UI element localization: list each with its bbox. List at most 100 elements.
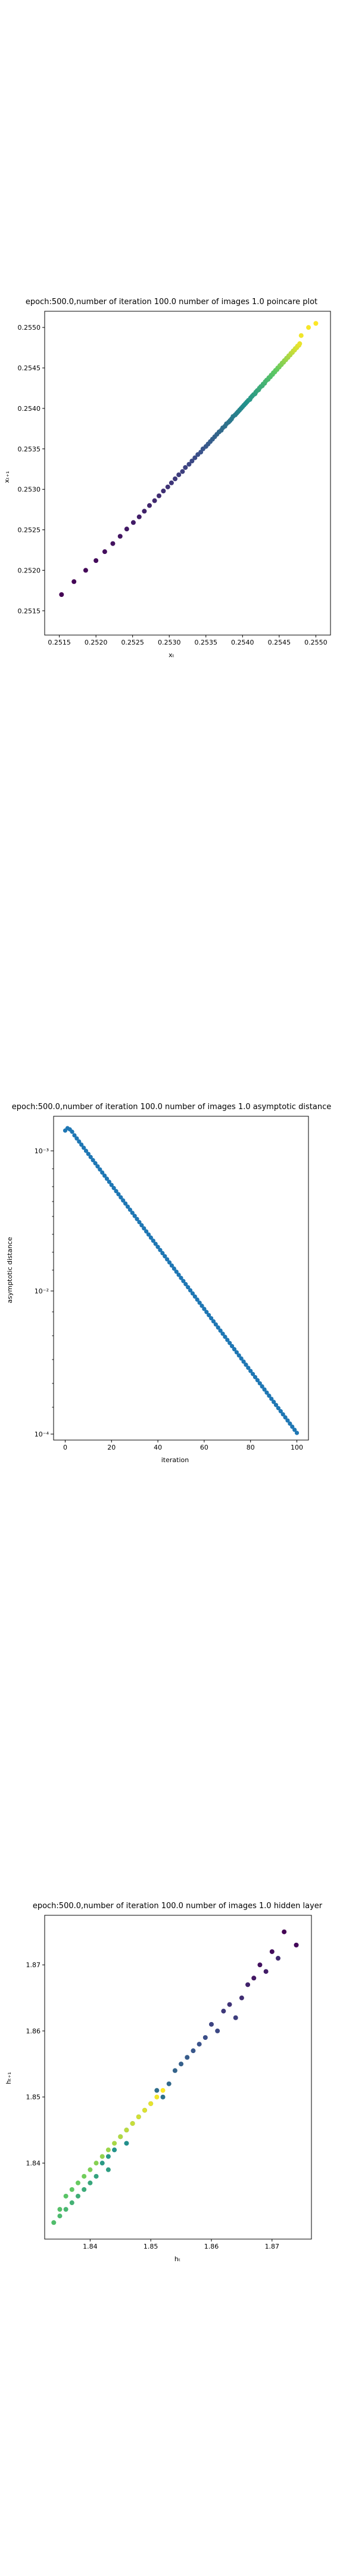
data-point xyxy=(91,1157,95,1163)
y-tick-label: 10⁻⁴ xyxy=(35,1431,49,1438)
data-point xyxy=(69,2200,74,2206)
data-point xyxy=(112,2141,117,2146)
data-point xyxy=(180,469,185,474)
x-tick-label: 1.86 xyxy=(204,2243,219,2250)
data-point xyxy=(272,1400,276,1404)
y-tick-label: 1.84 xyxy=(26,2160,41,2168)
data-point xyxy=(241,1359,246,1364)
data-point xyxy=(294,1431,300,1435)
data-point xyxy=(99,2154,105,2159)
data-point xyxy=(223,1335,227,1339)
data-point xyxy=(251,1976,257,1981)
data-point xyxy=(81,1145,86,1150)
data-point xyxy=(57,2207,63,2212)
data-point xyxy=(77,1139,82,1144)
data-point xyxy=(176,472,182,478)
x-tick-label: 0.2520 xyxy=(85,639,108,646)
data-point xyxy=(112,2147,117,2153)
data-point xyxy=(283,1415,288,1420)
data-point xyxy=(72,1133,77,1138)
data-point xyxy=(111,1185,116,1190)
data-point xyxy=(104,1176,110,1181)
x-tick-label: 0.2550 xyxy=(304,639,328,646)
chart-title: epoch:500.0,number of iteration 100.0 nu… xyxy=(12,1103,331,1111)
data-point xyxy=(51,2220,57,2225)
y-tick-label: 0.2520 xyxy=(18,566,41,574)
data-point xyxy=(202,1306,207,1311)
data-point xyxy=(100,1170,105,1175)
data-point xyxy=(119,1195,123,1200)
data-point xyxy=(146,1232,151,1237)
y-axis-label: xₜ₊₁ xyxy=(3,471,11,483)
x-tick-label: 0 xyxy=(63,1444,67,1451)
data-point xyxy=(63,2193,68,2199)
data-point xyxy=(83,1148,89,1153)
data-point xyxy=(147,503,152,508)
data-point xyxy=(173,476,178,482)
data-point xyxy=(245,1982,251,1987)
data-point xyxy=(69,2187,74,2192)
data-point xyxy=(154,2088,160,2093)
data-point xyxy=(197,2042,202,2047)
data-point xyxy=(202,2035,208,2041)
data-point xyxy=(186,1285,191,1290)
y-tick-label: 10⁻³ xyxy=(35,1147,49,1155)
data-point xyxy=(117,534,123,539)
data-point xyxy=(248,1368,253,1373)
data-point xyxy=(76,2180,80,2185)
data-point xyxy=(232,1347,237,1352)
data-point xyxy=(136,2114,141,2119)
data-point xyxy=(139,1223,144,1228)
plot-frame xyxy=(53,1116,309,1441)
y-tick-label: 0.2515 xyxy=(18,607,41,615)
data-point xyxy=(195,1297,199,1302)
data-point xyxy=(183,465,188,470)
data-point xyxy=(98,1167,102,1172)
x-tick-label: 0.2535 xyxy=(195,639,218,646)
data-point xyxy=(260,1384,264,1389)
y-tick-label: 0.2530 xyxy=(18,486,41,494)
data-point xyxy=(313,321,319,326)
x-tick-label: 1.87 xyxy=(265,2243,280,2250)
x-tick-label: 0.2525 xyxy=(121,639,144,646)
data-point xyxy=(189,459,195,464)
data-point xyxy=(218,1328,223,1333)
data-point xyxy=(264,1390,269,1395)
data-point xyxy=(263,1969,269,1974)
data-point xyxy=(110,541,116,546)
data-point xyxy=(188,1288,193,1293)
data-point xyxy=(160,1250,165,1256)
data-point xyxy=(88,2167,93,2172)
y-tick-label: 0.2525 xyxy=(18,527,41,534)
x-tick-label: 0.2515 xyxy=(48,639,71,646)
poincare-plot-svg: epoch:500.0,number of iteration 100.0 nu… xyxy=(3,298,331,659)
data-point xyxy=(130,1210,135,1215)
data-point xyxy=(158,1247,163,1252)
data-point xyxy=(93,1161,98,1166)
data-point xyxy=(93,2174,99,2179)
y-tick-label: 1.85 xyxy=(26,2094,41,2101)
data-point xyxy=(273,1402,279,1407)
data-point xyxy=(276,1405,281,1411)
data-point xyxy=(244,1363,248,1367)
data-point xyxy=(74,1136,79,1141)
x-tick-label: 0.2540 xyxy=(231,639,254,646)
data-point xyxy=(151,1239,155,1243)
data-point xyxy=(88,1154,93,1159)
data-point xyxy=(99,2160,105,2166)
data-point xyxy=(82,2187,87,2192)
data-point xyxy=(285,1418,290,1423)
data-point xyxy=(165,484,170,490)
data-point xyxy=(246,1366,251,1370)
data-point xyxy=(282,1929,287,1934)
data-point xyxy=(192,1294,197,1299)
data-point xyxy=(172,2068,177,2073)
data-point xyxy=(160,2094,166,2100)
x-tick-label: 80 xyxy=(247,1444,255,1451)
asymptotic-distance-svg: epoch:500.0,number of iteration 100.0 nu… xyxy=(6,1103,331,1464)
data-point xyxy=(278,1409,283,1414)
data-point xyxy=(211,1319,216,1324)
y-tick-label: 1.86 xyxy=(26,2027,41,2035)
data-point xyxy=(105,2147,111,2153)
data-point xyxy=(152,498,157,503)
